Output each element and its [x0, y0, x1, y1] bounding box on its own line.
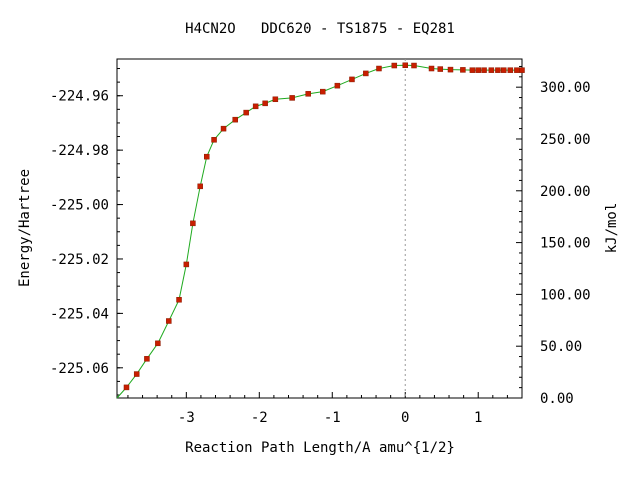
data-point [204, 153, 210, 160]
data-point [232, 116, 238, 123]
data-point [514, 67, 520, 73]
data-point [197, 183, 203, 190]
data-point [469, 67, 476, 73]
y2-axis-ticks: 0.00 50.00 100.00 150.00 200.00 250.00 300.00 [516, 65, 591, 407]
data-point [488, 67, 495, 73]
data-point [349, 76, 355, 83]
data-point [176, 297, 182, 303]
data-point [428, 65, 435, 72]
data-point [391, 62, 398, 69]
plot-frame [116, 58, 523, 399]
y-tick-label: -225.04 [50, 306, 109, 322]
y-tick-label: -224.98 [50, 143, 109, 159]
data-point [519, 67, 525, 73]
data-point [183, 261, 190, 268]
y2-tick-label: 300.00 [540, 80, 591, 96]
data-point [475, 67, 481, 73]
data-point [289, 95, 295, 101]
data-point [460, 67, 466, 73]
y2-tick-label: 0.00 [540, 391, 574, 407]
data-point [211, 137, 217, 143]
y-tick-label: -225.02 [50, 252, 109, 268]
data-point [363, 70, 369, 77]
chart-title: H4CN2O DDC620 - TS1875 - EQ281 [185, 21, 455, 37]
data-point [272, 96, 279, 103]
x-tick-label: -2 [251, 410, 268, 426]
data-point [402, 62, 408, 69]
data-point [123, 384, 130, 391]
y-tick-label: -224.96 [50, 89, 109, 105]
y2-tick-label: 250.00 [540, 132, 591, 148]
data-point [305, 91, 311, 97]
data-point [376, 65, 382, 72]
data-point [243, 109, 249, 116]
data-point [262, 100, 268, 107]
data-point [501, 67, 507, 73]
data-points [123, 62, 525, 391]
data-point [144, 356, 150, 362]
y2-tick-label: 100.00 [540, 287, 591, 303]
x-tick-label: 0 [401, 410, 409, 426]
data-point [507, 67, 514, 73]
data-point [133, 371, 140, 377]
data-point [190, 220, 196, 227]
y-axis-ticks: -225.06 -225.04 -225.02 -225.00 -224.98 -224.… [50, 68, 123, 396]
x-axis-ticks: -3 -2 -1 0 1 [127, 392, 508, 426]
series-line [116, 64, 522, 399]
x-axis-label: Reaction Path Length/A amu^{1/2} [185, 440, 455, 456]
data-point [166, 318, 172, 324]
data-point [320, 88, 326, 95]
data-point [495, 67, 501, 73]
data-point [334, 82, 341, 89]
x-tick-label: -1 [324, 410, 341, 426]
data-point [447, 66, 454, 73]
x-tick-label: -3 [178, 410, 195, 426]
y2-axis-label: kJ/mol [604, 203, 620, 254]
y-axis-label: Energy/Hartree [17, 169, 33, 287]
data-point [252, 103, 259, 110]
y2-tick-label: 200.00 [540, 184, 591, 200]
data-point [481, 67, 487, 73]
y-tick-label: -225.00 [50, 198, 109, 214]
y-tick-label: -225.06 [50, 361, 109, 377]
y2-tick-label: 50.00 [540, 339, 582, 355]
x-tick-label: 1 [474, 410, 482, 426]
data-point [220, 125, 227, 132]
data-point [411, 62, 417, 69]
data-point [437, 66, 444, 72]
y2-tick-label: 150.00 [540, 236, 591, 252]
data-point [155, 340, 161, 347]
